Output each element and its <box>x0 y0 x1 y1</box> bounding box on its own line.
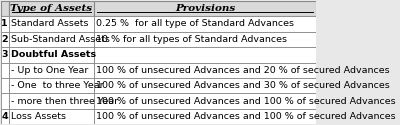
FancyBboxPatch shape <box>94 1 316 16</box>
Text: Type of Assets: Type of Assets <box>10 4 92 13</box>
Text: Standard Assets: Standard Assets <box>11 19 88 28</box>
Text: 100 % of unsecured Advances and 30 % of secured Advances: 100 % of unsecured Advances and 30 % of … <box>96 81 390 90</box>
Text: 3: 3 <box>1 50 8 59</box>
FancyBboxPatch shape <box>1 93 8 109</box>
FancyBboxPatch shape <box>8 93 94 109</box>
FancyBboxPatch shape <box>94 16 316 32</box>
Text: 0.25 %  for all type of Standard Advances: 0.25 % for all type of Standard Advances <box>96 19 294 28</box>
FancyBboxPatch shape <box>8 62 94 78</box>
FancyBboxPatch shape <box>94 93 316 109</box>
Text: 2: 2 <box>1 35 8 44</box>
FancyBboxPatch shape <box>94 32 316 47</box>
FancyBboxPatch shape <box>94 47 316 62</box>
FancyBboxPatch shape <box>94 78 316 93</box>
FancyBboxPatch shape <box>94 62 316 78</box>
FancyBboxPatch shape <box>1 16 8 32</box>
FancyBboxPatch shape <box>8 1 94 16</box>
Text: 1: 1 <box>1 19 8 28</box>
FancyBboxPatch shape <box>8 78 94 93</box>
Text: 100 % of unsecured Advances and 100 % of secured Advances: 100 % of unsecured Advances and 100 % of… <box>96 97 396 106</box>
Text: 100 % of unsecured Advances and 20 % of secured Advances: 100 % of unsecured Advances and 20 % of … <box>96 66 390 75</box>
FancyBboxPatch shape <box>8 109 94 124</box>
FancyBboxPatch shape <box>1 62 8 78</box>
Text: Sub-Standard Assets: Sub-Standard Assets <box>11 35 110 44</box>
Text: - One  to three Year: - One to three Year <box>11 81 104 90</box>
FancyBboxPatch shape <box>1 109 8 124</box>
Text: - more then three Year: - more then three Year <box>11 97 118 106</box>
FancyBboxPatch shape <box>8 32 94 47</box>
Text: Doubtful Assets: Doubtful Assets <box>11 50 96 59</box>
Text: Provisions: Provisions <box>175 4 235 13</box>
FancyBboxPatch shape <box>1 47 8 62</box>
Text: 100 % of unsecured Advances and 100 % of secured Advances: 100 % of unsecured Advances and 100 % of… <box>96 112 396 121</box>
FancyBboxPatch shape <box>8 47 94 62</box>
Text: 4: 4 <box>1 112 8 121</box>
Text: Loss Assets: Loss Assets <box>11 112 66 121</box>
Text: - Up to One Year: - Up to One Year <box>11 66 88 75</box>
Text: 10 % for all types of Standard Advances: 10 % for all types of Standard Advances <box>96 35 287 44</box>
FancyBboxPatch shape <box>94 109 316 124</box>
FancyBboxPatch shape <box>8 16 94 32</box>
FancyBboxPatch shape <box>1 32 8 47</box>
FancyBboxPatch shape <box>1 78 8 93</box>
FancyBboxPatch shape <box>1 1 8 16</box>
